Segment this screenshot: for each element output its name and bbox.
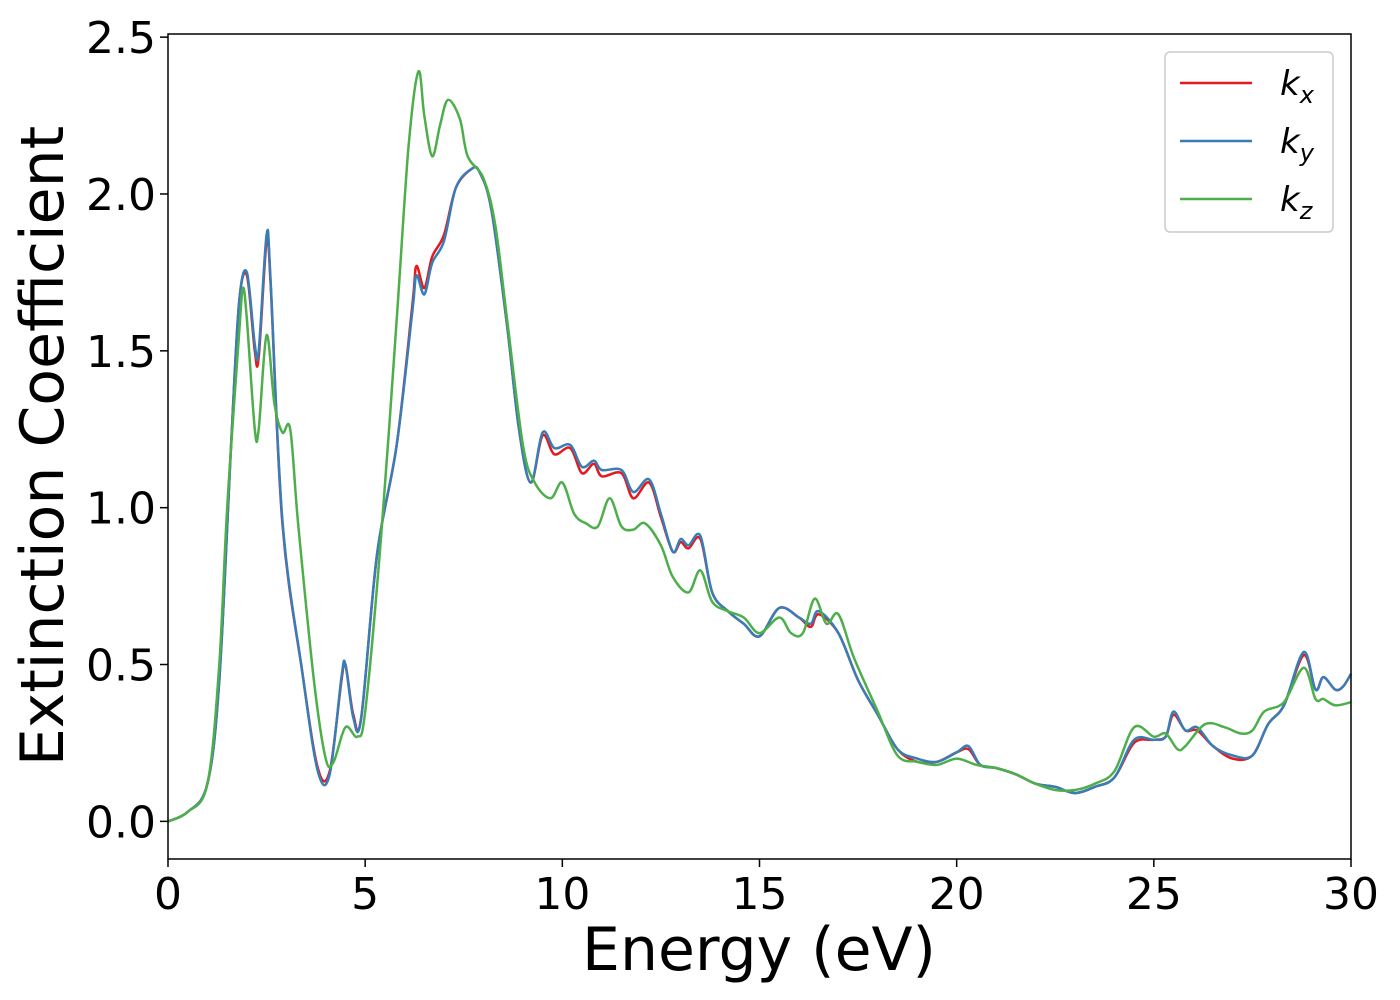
series-line-kz — [167, 70, 1352, 823]
y-axis: 0.0 0.5 1.0 1.5 2.0 2.5 — [86, 13, 168, 848]
y-tick-label: 1.0 — [86, 484, 156, 535]
x-tick-label: 25 — [1126, 869, 1182, 920]
legend-label-kx: kx — [1280, 64, 1315, 109]
legend-label-subscript: x — [1299, 81, 1315, 109]
legend-label-base: k — [1280, 64, 1301, 104]
series-layer — [167, 70, 1353, 823]
x-tick-label: 5 — [351, 869, 379, 920]
legend-label-base: k — [1280, 180, 1301, 220]
y-tick-label: 0.0 — [86, 797, 156, 848]
y-tick-label: 1.5 — [86, 327, 156, 378]
x-axis-label: Energy (eV) — [582, 915, 936, 985]
y-tick-label: 2.5 — [86, 13, 156, 64]
y-tick-label: 0.5 — [86, 641, 156, 692]
legend-label-subscript: y — [1299, 139, 1315, 167]
x-tick-label: 15 — [732, 869, 788, 920]
legend-label-ky: ky — [1280, 122, 1315, 167]
y-axis-label: Extinction Coefficient — [8, 126, 78, 766]
y-tick-label: 2.0 — [86, 170, 156, 221]
x-tick-label: 30 — [1323, 869, 1379, 920]
x-axis: 0 5 10 15 20 25 30 — [154, 859, 1379, 920]
x-tick-label: 20 — [929, 869, 985, 920]
legend-label-subscript: z — [1299, 197, 1314, 225]
legend-label-base: k — [1280, 122, 1301, 162]
series-line-ky — [167, 165, 1353, 823]
legend-label-kz: kz — [1280, 180, 1314, 225]
x-tick-label: 0 — [154, 869, 182, 920]
x-tick-label: 10 — [534, 869, 590, 920]
